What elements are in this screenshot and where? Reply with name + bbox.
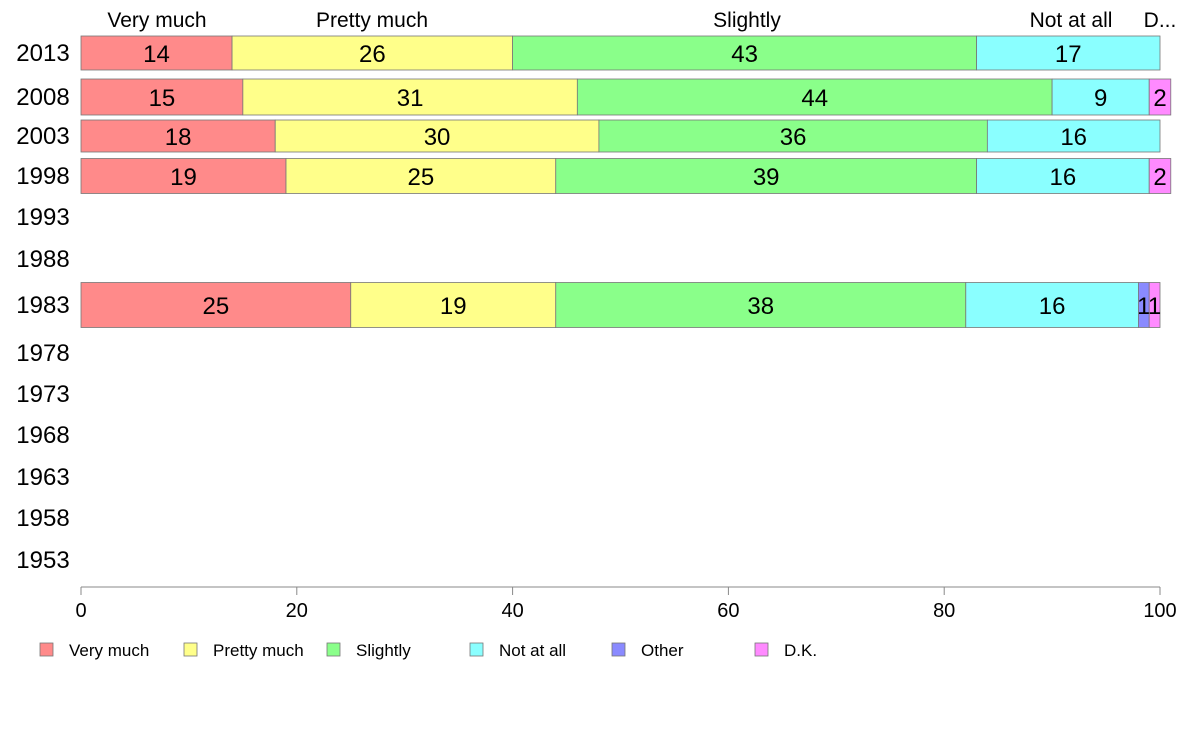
bar-value-label: 39 [753, 164, 780, 191]
year-label: 1993 [16, 204, 69, 231]
category-header-label: D... [1144, 9, 1177, 32]
bar-value-label: 25 [408, 164, 435, 191]
x-tick-label: 60 [717, 600, 739, 622]
bar-value-label: 1 [1148, 293, 1161, 320]
bar-value-label: 25 [203, 293, 230, 320]
bar-segment [350, 282, 557, 328]
bar-value-label: 44 [801, 85, 828, 112]
bar-value-label: 31 [397, 85, 424, 112]
year-label: 1958 [16, 505, 69, 532]
year-label: 2003 [16, 123, 69, 150]
category-header-label: Slightly [713, 9, 781, 32]
year-label: 2008 [16, 84, 69, 111]
legend-label: D.K. [784, 641, 817, 660]
bar-segment [285, 158, 557, 194]
bar-value-label: 17 [1055, 41, 1082, 68]
bar-segment [274, 119, 600, 153]
x-tick-label: 100 [1143, 600, 1176, 622]
bar-value-label: 19 [440, 293, 467, 320]
bar-value-label: 1 [1137, 293, 1150, 320]
year-label: 1988 [16, 246, 69, 273]
bar-value-label: 36 [780, 124, 807, 151]
legend-swatch [39, 642, 54, 657]
x-tick-label: 0 [75, 600, 86, 622]
bar-segment [80, 78, 244, 116]
legend-swatch [326, 642, 341, 657]
legend-swatch [183, 642, 198, 657]
bar-segment [555, 158, 977, 194]
bar-value-label: 14 [143, 41, 170, 68]
bar-value-label: 30 [424, 124, 451, 151]
x-tick-label: 40 [501, 600, 523, 622]
bar-segment [1148, 78, 1172, 116]
category-header-label: Pretty much [316, 9, 428, 32]
bar-value-label: 16 [1050, 164, 1077, 191]
bar-segment [80, 35, 233, 71]
bar-segment [80, 158, 287, 194]
bar-value-label: 2 [1153, 85, 1166, 112]
year-label: 1973 [16, 381, 69, 408]
legend-label: Pretty much [213, 641, 304, 660]
bar-value-label: 26 [359, 41, 386, 68]
bar-segment [80, 282, 352, 328]
bar-segment [1148, 158, 1172, 194]
bar-segment [242, 78, 578, 116]
year-label: 1953 [16, 547, 69, 574]
bar-value-label: 16 [1060, 124, 1087, 151]
bar-segment [1051, 78, 1150, 116]
category-header-label: Not at all [1030, 9, 1113, 32]
bar-value-label: 43 [731, 41, 758, 68]
legend-swatch [611, 642, 626, 657]
year-label: 1983 [16, 292, 69, 319]
bar-segment [976, 158, 1150, 194]
legend-label: Other [641, 641, 684, 660]
x-tick-label: 80 [933, 600, 955, 622]
bar-segment [512, 35, 977, 71]
legend-label: Very much [69, 641, 149, 660]
bar-value-label: 19 [170, 164, 197, 191]
bar-value-label: 9 [1094, 85, 1107, 112]
bar-segment [80, 119, 276, 153]
legend-swatch [469, 642, 484, 657]
bar-value-label: 18 [165, 124, 192, 151]
bar-segment [598, 119, 988, 153]
category-header-label: Very much [107, 9, 206, 32]
legend-swatch [754, 642, 769, 657]
x-tick-label: 20 [286, 600, 308, 622]
bar-value-label: 15 [149, 85, 176, 112]
bar-segment [976, 35, 1161, 71]
bar-segment [231, 35, 514, 71]
bar-segment [986, 119, 1161, 153]
year-label: 1978 [16, 340, 69, 367]
legend-label: Not at all [499, 641, 566, 660]
bar-value-label: 38 [747, 293, 774, 320]
legend-label: Slightly [356, 641, 411, 660]
year-label: 1963 [16, 464, 69, 491]
bar-segment [1148, 282, 1161, 328]
bar-value-label: 2 [1153, 164, 1166, 191]
bar-value-label: 16 [1039, 293, 1066, 320]
bar-segment [576, 78, 1053, 116]
year-label: 1998 [16, 163, 69, 190]
year-label: 2013 [16, 40, 69, 67]
year-label: 1968 [16, 422, 69, 449]
